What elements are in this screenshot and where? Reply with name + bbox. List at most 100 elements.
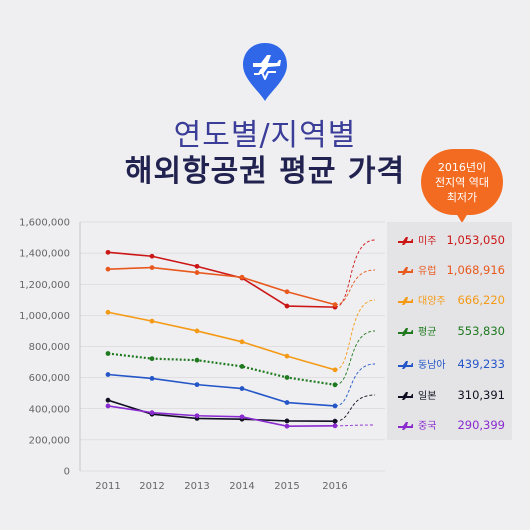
airplane-icon <box>398 422 413 430</box>
legend-series-value: 439,233 <box>457 357 505 371</box>
legend-series-name: 미주 <box>418 235 436 247</box>
x-tick-label: 2014 <box>229 481 254 492</box>
legend-connector <box>334 299 376 371</box>
data-point <box>105 372 111 377</box>
y-tick-label: 400,000 <box>29 404 70 415</box>
legend-series-value: 1,053,050 <box>446 233 505 247</box>
series-line-3 <box>107 311 336 371</box>
data-point <box>284 400 290 405</box>
legend-series-name: 평균 <box>418 326 436 338</box>
data-point <box>194 263 200 269</box>
series-line-1 <box>107 251 336 308</box>
badge-line2: 전지역 역대 <box>434 176 490 189</box>
data-point <box>332 418 338 424</box>
x-axis-ticks: 2011 2012 2013 2014 2015 2016 <box>95 481 347 492</box>
data-point <box>332 403 338 409</box>
legend-panel <box>387 222 512 440</box>
airplane-icon <box>398 267 413 275</box>
legend-connector <box>334 394 376 422</box>
x-tick-label: 2013 <box>184 481 209 492</box>
data-point <box>284 289 290 295</box>
data-point <box>194 357 200 363</box>
legend-connector <box>334 424 376 427</box>
airplane-pin-icon <box>243 43 287 101</box>
data-point <box>105 403 111 409</box>
data-point <box>149 265 155 270</box>
y-tick-label: 200,000 <box>29 435 70 446</box>
airplane-icon <box>398 361 413 369</box>
legend-series-name: 일본 <box>418 390 436 402</box>
badge-line3: 최저가 <box>446 191 478 204</box>
data-point <box>105 351 111 356</box>
chart-title-line2: 해외항공권 평균 가격 <box>124 154 406 189</box>
data-point <box>284 353 290 359</box>
legend-series-name: 중국 <box>418 420 436 432</box>
legend-series-name: 동남아 <box>418 359 446 371</box>
data-point <box>149 356 155 362</box>
data-point <box>284 375 290 380</box>
x-tick-label: 2015 <box>274 481 299 492</box>
series-lines <box>105 249 338 429</box>
legend-series-value: 290,399 <box>457 418 505 432</box>
y-tick-label: 1,200,000 <box>19 280 70 291</box>
chart-grid <box>79 221 385 472</box>
legend-series-name: 유럽 <box>418 265 436 277</box>
y-tick-label: 1,600,000 <box>19 218 70 229</box>
data-point <box>239 339 245 345</box>
legend-series-name: 대양주 <box>418 295 446 307</box>
chart-title-line1: 연도별/지역별 <box>173 118 357 153</box>
data-point <box>105 249 111 255</box>
data-point <box>149 318 155 324</box>
data-point <box>239 386 245 391</box>
legend-connector <box>334 239 376 308</box>
data-point <box>332 367 338 373</box>
legend-connector <box>334 330 376 386</box>
x-tick-label: 2012 <box>139 481 164 492</box>
data-point <box>239 364 245 369</box>
airplane-icon <box>398 392 413 400</box>
y-tick-label: 600,000 <box>29 373 70 384</box>
series-line-7 <box>107 405 336 427</box>
airplane-icon <box>398 237 413 245</box>
data-point <box>284 303 290 309</box>
data-point <box>239 414 245 420</box>
x-tick-label: 2016 <box>322 481 347 492</box>
data-point <box>194 328 200 334</box>
legend-connector <box>334 269 376 306</box>
data-point <box>332 382 338 388</box>
legend-series-value: 310,391 <box>457 388 505 402</box>
data-point <box>105 397 111 403</box>
data-point <box>149 253 155 259</box>
legend: 미주 1,053,050 유럽 1,068,916 대양주 666,220 평균 553,83… <box>398 233 505 432</box>
data-point <box>239 274 245 280</box>
legend-series-value: 553,830 <box>457 324 505 338</box>
y-tick-label: 1,400,000 <box>19 249 70 260</box>
data-point <box>149 410 155 416</box>
y-tick-label: 800,000 <box>29 342 70 353</box>
data-point <box>194 382 200 388</box>
data-point <box>105 309 111 315</box>
y-axis-ticks: 0 200,000 400,000 600,000 800,000 1,000,000 1,… <box>19 218 70 478</box>
series-line-2 <box>107 266 336 306</box>
badge-line1: 2016년이 <box>437 161 487 174</box>
data-point <box>284 418 290 424</box>
y-tick-label: 0 <box>64 467 70 478</box>
data-point <box>105 266 111 272</box>
legend-connector <box>334 363 376 407</box>
x-tick-label: 2011 <box>95 481 120 492</box>
legend-series-value: 1,068,916 <box>446 263 505 277</box>
airplane-icon <box>398 297 413 305</box>
legend-connectors <box>334 239 376 427</box>
series-line-4 <box>107 352 336 386</box>
data-point <box>332 423 338 429</box>
data-point <box>149 376 155 381</box>
lowest-price-badge: 2016년이 전지역 역대 최저가 <box>421 149 503 223</box>
series-line-5 <box>107 373 336 407</box>
legend-series-value: 666,220 <box>457 293 505 307</box>
data-point <box>194 413 200 419</box>
data-point <box>194 270 200 275</box>
data-point <box>332 302 338 308</box>
airplane-icon <box>398 328 413 336</box>
data-point <box>284 423 290 429</box>
